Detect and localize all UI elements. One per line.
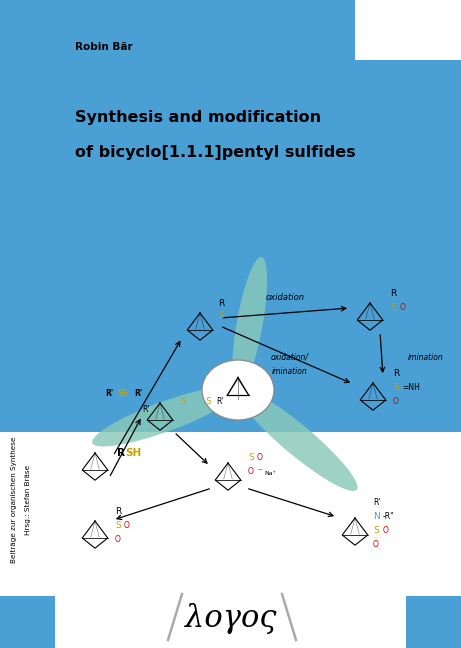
Text: O: O [383, 526, 389, 535]
Text: R: R [115, 507, 121, 516]
Text: S: S [390, 303, 396, 312]
Text: S: S [205, 397, 211, 406]
Text: SS: SS [117, 389, 127, 398]
Text: =NH: =NH [402, 383, 420, 392]
Bar [0, 596, 55, 648]
Text: O: O [124, 521, 130, 530]
Text: O: O [393, 397, 399, 406]
Text: R: R [218, 299, 224, 308]
Bar [355, 0, 461, 60]
Text: of bicyclo[1.1.1]pentyl sulfides: of bicyclo[1.1.1]pentyl sulfides [75, 145, 355, 160]
Bar [0, 568, 461, 648]
Text: R: R [117, 448, 125, 458]
Text: Beiträge zur organischen Synthese: Beiträge zur organischen Synthese [11, 437, 17, 563]
Text: S: S [218, 311, 224, 320]
Text: oxidation/: oxidation/ [271, 353, 309, 362]
Text: R': R' [216, 397, 224, 406]
Text: Na⁺: Na⁺ [264, 471, 276, 476]
Text: S: S [248, 453, 254, 462]
Text: SH: SH [125, 448, 141, 458]
Bar [0, 0, 461, 432]
Bar [0, 432, 461, 568]
Ellipse shape [92, 386, 238, 446]
Text: Hrsg.: Stefan Bräse: Hrsg.: Stefan Bräse [25, 465, 31, 535]
Text: Synthesis and modification: Synthesis and modification [75, 110, 321, 125]
Bar [406, 596, 461, 648]
Text: S: S [180, 397, 186, 406]
Text: ⁻: ⁻ [257, 467, 262, 476]
Text: R': R' [105, 389, 113, 398]
Text: -R": -R" [383, 512, 395, 521]
Text: R: R [393, 369, 399, 378]
Text: S: S [373, 526, 379, 535]
Text: O: O [400, 303, 406, 312]
Text: R': R' [142, 405, 149, 414]
Text: imination: imination [408, 353, 444, 362]
Text: R': R' [134, 389, 142, 398]
Ellipse shape [232, 257, 267, 390]
Ellipse shape [202, 360, 274, 420]
Text: O: O [373, 540, 379, 549]
Text: O: O [257, 453, 263, 462]
Text: O: O [248, 467, 254, 476]
Text: λογος: λογος [185, 603, 276, 634]
Text: S: S [393, 383, 399, 392]
Text: oxidation: oxidation [266, 293, 305, 302]
Text: imination: imination [272, 367, 308, 376]
Text: N: N [373, 512, 380, 521]
Text: S: S [115, 521, 121, 530]
Text: Robin Bär: Robin Bär [75, 42, 133, 52]
Text: R: R [390, 289, 396, 298]
Ellipse shape [237, 389, 358, 491]
Text: R': R' [373, 498, 380, 507]
Text: O: O [115, 535, 121, 544]
